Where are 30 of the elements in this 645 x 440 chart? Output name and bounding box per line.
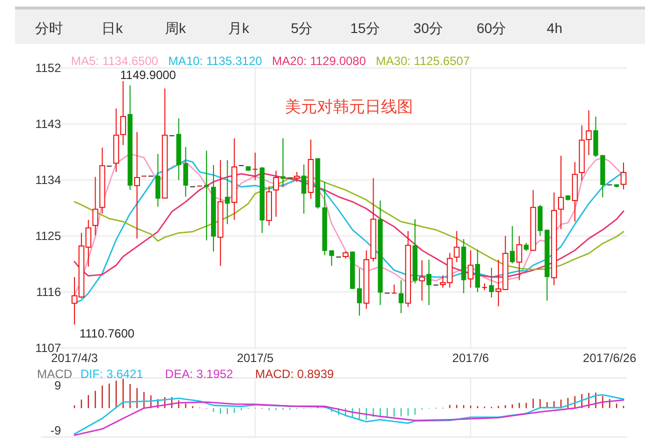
chart-title: MACD (37, 367, 73, 381)
text: 分时 (35, 20, 63, 36)
text: 30分 (413, 20, 443, 36)
y-tick-label: 1134 (35, 173, 62, 187)
text: 4h (546, 20, 562, 36)
y-tick-label: 1152 (35, 61, 62, 75)
text: MA5: 1134.6500 (71, 54, 158, 68)
series-label: DIF: 3.6421 (80, 367, 144, 381)
text: 5分 (290, 20, 313, 36)
annotation: 1110.7600 (79, 326, 135, 341)
text: MA30: 1125.6507 (376, 54, 470, 68)
x-tick-label: 2017/6/26 (582, 351, 637, 365)
y-tick-label: 1116 (36, 285, 62, 299)
text: MA10: 1135.3120 (168, 54, 262, 68)
text: 60分 (476, 20, 506, 36)
text: 15分 (350, 20, 380, 36)
text: 美元对韩元日线图 (285, 98, 413, 116)
annotation: 1149.9000 (120, 68, 176, 82)
y-tick-label: -9 (50, 424, 62, 438)
text: MA20: 1129.0080 (272, 54, 366, 68)
y-tick-label: 1143 (35, 117, 62, 131)
x-tick-label: 2017/5 (236, 351, 274, 365)
text: 周k (164, 20, 187, 36)
text: 月k (228, 20, 250, 36)
y-tick-label: 1125 (35, 229, 62, 243)
text: MACD: 0.8939 (255, 367, 334, 381)
text: 日k (102, 20, 124, 36)
series-label: DEA: 3.1952 (165, 367, 234, 381)
y-tick-label: 9 (54, 378, 62, 393)
x-tick-label: 2017/6 (452, 351, 490, 365)
